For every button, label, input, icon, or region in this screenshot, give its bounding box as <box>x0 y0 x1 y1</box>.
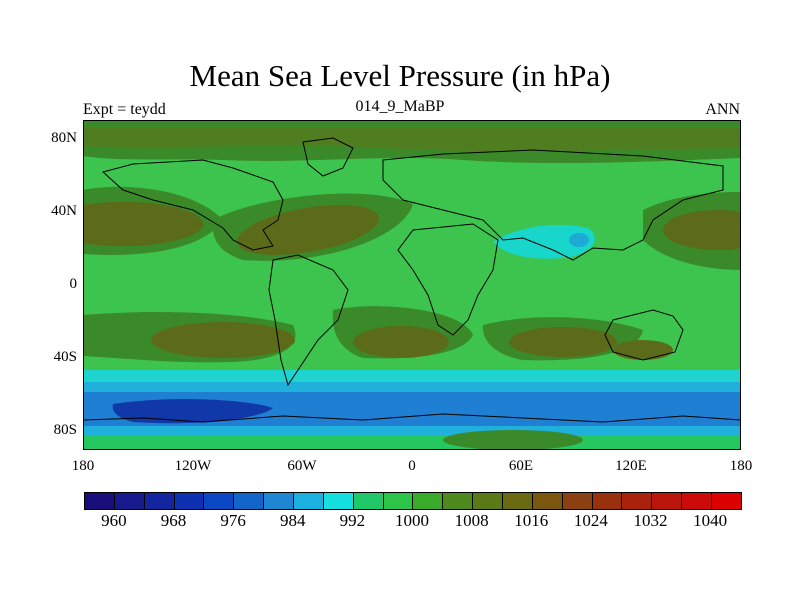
lon-label-120e: 120E <box>615 458 647 474</box>
colorbar-swatch <box>174 493 205 509</box>
australia-high-core <box>613 340 673 360</box>
colorbar-swatch <box>473 493 504 509</box>
lon-label-60e: 60E <box>508 458 534 474</box>
indian-ocean-high-core <box>509 327 617 357</box>
colorbar-swatch <box>503 493 533 509</box>
southern-ocean-band-2 <box>83 382 741 392</box>
eurasia-coast <box>382 149 724 261</box>
antarctic-high-core <box>443 430 583 450</box>
experiment-label: Expt = teydd <box>83 101 166 118</box>
colorbar-swatch <box>532 493 563 509</box>
antarctica-coast <box>83 413 741 423</box>
colorbar-label: 1008 <box>454 511 489 530</box>
colorbar-swatch <box>323 493 354 509</box>
lat-label-0: 0 <box>69 276 78 292</box>
colorbar-swatch <box>652 493 683 509</box>
south-pacific-high-core <box>151 322 295 358</box>
north-atlantic-high-core <box>236 204 380 256</box>
colorbar-swatch <box>264 493 295 509</box>
colorbar-swatch <box>712 493 741 509</box>
south-america-coast <box>268 254 349 387</box>
asian-low-core <box>569 233 589 247</box>
lat-label-40n: 40N <box>51 203 77 219</box>
colorbar-label: 992 <box>339 511 366 530</box>
colorbar-swatch <box>592 493 623 509</box>
colorbar-swatch <box>234 493 265 509</box>
chart-title: Mean Sea Level Pressure (in hPa) <box>189 58 611 93</box>
south-atlantic-high-core <box>353 326 449 358</box>
colorbar-label: 1000 <box>395 511 429 530</box>
arctic-high-core <box>83 128 741 152</box>
season-label: ANN <box>705 101 740 118</box>
north-pacific-high-core <box>83 202 203 246</box>
colorbar-label: 968 <box>160 511 187 530</box>
colorbar-swatch <box>204 493 235 509</box>
lon-label-180w: 180 <box>71 458 95 474</box>
colorbar-swatch <box>682 493 713 509</box>
colorbar-swatch <box>443 493 474 509</box>
southern-ocean-deep-low <box>112 399 273 424</box>
lon-label-60w: 60W <box>287 458 317 474</box>
pressure-map <box>83 120 741 450</box>
north-pacific-east-high-core <box>663 210 741 250</box>
antarctic-edge-band <box>83 426 741 436</box>
colorbar-swatch <box>353 493 384 509</box>
coastlines <box>83 137 741 423</box>
north-america-coast <box>101 159 284 251</box>
lon-label-120w: 120W <box>174 458 212 474</box>
lat-label-40s: 40S <box>53 349 77 365</box>
colorbar-swatch <box>114 493 145 509</box>
lat-label-80s: 80S <box>53 422 77 438</box>
colorbar-swatch <box>383 493 414 509</box>
colorbar <box>84 492 742 510</box>
colorbar-swatch <box>144 493 175 509</box>
colorbar-label: 1032 <box>633 511 668 530</box>
colorbar-label: 1024 <box>573 511 608 530</box>
lat-label-80n: 80N <box>51 130 77 146</box>
pressure-field <box>83 120 741 450</box>
colorbar-label: 1040 <box>693 511 728 530</box>
lon-label-0: 0 <box>408 458 416 474</box>
australia-coast <box>604 309 684 361</box>
greenland-coast <box>302 137 354 177</box>
southern-ocean-band-1 <box>83 370 741 382</box>
colorbar-swatch <box>294 493 324 509</box>
colorbar-label: 976 <box>220 511 246 530</box>
colorbar-swatch <box>622 493 653 509</box>
antarctic-plateau <box>83 436 741 450</box>
asian-low-outer <box>493 224 595 259</box>
lon-label-180e: 180 <box>729 458 753 474</box>
period-label: 014_9_MaBP <box>355 98 445 115</box>
colorbar-swatch <box>413 493 444 509</box>
colorbar-label: 984 <box>279 511 306 530</box>
colorbar-swatch <box>85 493 115 509</box>
colorbar-label: 1016 <box>514 511 549 530</box>
colorbar-label: 960 <box>101 511 127 530</box>
africa-coast <box>397 223 499 336</box>
colorbar-swatch <box>562 493 593 509</box>
